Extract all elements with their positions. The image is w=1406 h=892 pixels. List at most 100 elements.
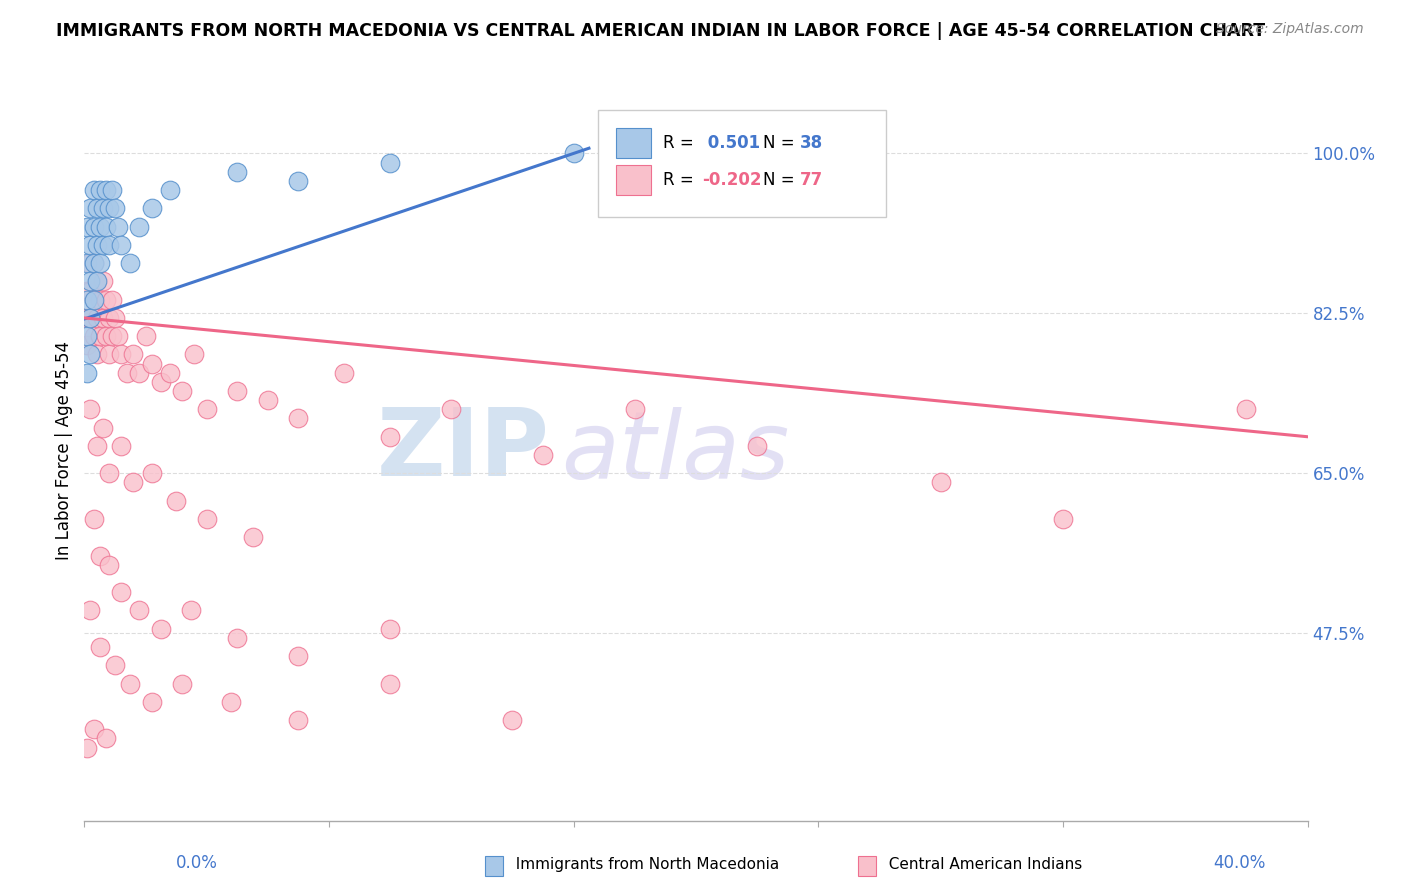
Point bbox=[141, 201, 163, 215]
Point bbox=[89, 549, 111, 563]
Point bbox=[159, 183, 181, 197]
Text: R =: R = bbox=[664, 171, 699, 189]
Point bbox=[219, 695, 242, 709]
Point bbox=[120, 256, 142, 270]
Point bbox=[83, 219, 105, 234]
Point bbox=[97, 347, 120, 361]
Point bbox=[1052, 512, 1074, 526]
Point bbox=[122, 475, 145, 490]
Point bbox=[172, 384, 194, 398]
Point bbox=[91, 310, 114, 325]
Text: 0.0%: 0.0% bbox=[176, 855, 218, 872]
Point bbox=[110, 237, 132, 252]
Text: R =: R = bbox=[664, 134, 699, 153]
Point bbox=[115, 366, 138, 380]
Point bbox=[86, 274, 108, 288]
Point bbox=[624, 402, 647, 417]
Point bbox=[89, 219, 111, 234]
Point bbox=[76, 366, 98, 380]
Text: N =: N = bbox=[763, 134, 800, 153]
Text: 77: 77 bbox=[800, 171, 823, 189]
Point bbox=[83, 256, 105, 270]
Point bbox=[89, 256, 111, 270]
Point bbox=[120, 676, 142, 690]
Point bbox=[97, 558, 120, 572]
Point bbox=[94, 219, 117, 234]
Text: IMMIGRANTS FROM NORTH MACEDONIA VS CENTRAL AMERICAN INDIAN IN LABOR FORCE | AGE : IMMIGRANTS FROM NORTH MACEDONIA VS CENTR… bbox=[56, 22, 1265, 40]
Point bbox=[91, 420, 114, 434]
Point bbox=[97, 237, 120, 252]
Point bbox=[440, 402, 463, 417]
Point bbox=[83, 293, 105, 307]
Point bbox=[79, 603, 101, 617]
Point bbox=[76, 329, 98, 343]
Point bbox=[226, 164, 249, 178]
Point bbox=[86, 237, 108, 252]
Text: 38: 38 bbox=[800, 134, 823, 153]
Point bbox=[83, 329, 105, 343]
Bar bbox=[616, 165, 651, 195]
Text: atlas: atlas bbox=[561, 407, 790, 498]
Point bbox=[79, 347, 101, 361]
Y-axis label: In Labor Force | Age 45-54: In Labor Force | Age 45-54 bbox=[55, 341, 73, 560]
Point bbox=[502, 713, 524, 727]
Point bbox=[122, 347, 145, 361]
Point bbox=[110, 585, 132, 599]
Point bbox=[104, 310, 127, 325]
Point bbox=[101, 293, 124, 307]
Point bbox=[89, 293, 111, 307]
Point bbox=[101, 329, 124, 343]
Point bbox=[76, 284, 98, 298]
Text: Immigrants from North Macedonia: Immigrants from North Macedonia bbox=[506, 857, 779, 872]
Point bbox=[226, 384, 249, 398]
Point bbox=[149, 375, 172, 389]
Point bbox=[1236, 402, 1258, 417]
Point bbox=[97, 467, 120, 481]
Point bbox=[89, 640, 111, 654]
Point bbox=[86, 201, 108, 215]
Point bbox=[86, 274, 108, 288]
Point bbox=[287, 174, 309, 188]
Point bbox=[94, 293, 117, 307]
Point bbox=[91, 237, 114, 252]
Point bbox=[79, 237, 101, 252]
Point bbox=[226, 631, 249, 645]
Point bbox=[159, 366, 181, 380]
Point bbox=[104, 658, 127, 673]
Point bbox=[287, 713, 309, 727]
Point bbox=[91, 274, 114, 288]
Text: ZIP: ZIP bbox=[377, 404, 550, 497]
Text: 0.501: 0.501 bbox=[702, 134, 761, 153]
Point bbox=[242, 530, 264, 544]
Point bbox=[380, 430, 402, 444]
Point bbox=[165, 493, 187, 508]
Point bbox=[128, 219, 150, 234]
Point bbox=[94, 183, 117, 197]
Point bbox=[183, 347, 205, 361]
Point bbox=[101, 183, 124, 197]
FancyBboxPatch shape bbox=[598, 110, 886, 218]
Point bbox=[257, 393, 280, 408]
Point bbox=[333, 366, 356, 380]
Point bbox=[76, 219, 98, 234]
Point bbox=[380, 622, 402, 636]
Point bbox=[89, 329, 111, 343]
Point bbox=[86, 347, 108, 361]
Point bbox=[747, 439, 769, 453]
Point bbox=[149, 622, 172, 636]
Point bbox=[83, 293, 105, 307]
Point bbox=[104, 201, 127, 215]
Point bbox=[929, 475, 952, 490]
Point bbox=[110, 347, 132, 361]
Point bbox=[79, 310, 101, 325]
Point bbox=[107, 219, 129, 234]
Point bbox=[110, 439, 132, 453]
Text: Source: ZipAtlas.com: Source: ZipAtlas.com bbox=[1216, 22, 1364, 37]
Point bbox=[76, 338, 98, 352]
Text: N =: N = bbox=[763, 171, 800, 189]
Point bbox=[141, 695, 163, 709]
Point bbox=[380, 155, 402, 169]
Point bbox=[76, 293, 98, 307]
Point bbox=[195, 512, 218, 526]
Point bbox=[135, 329, 157, 343]
